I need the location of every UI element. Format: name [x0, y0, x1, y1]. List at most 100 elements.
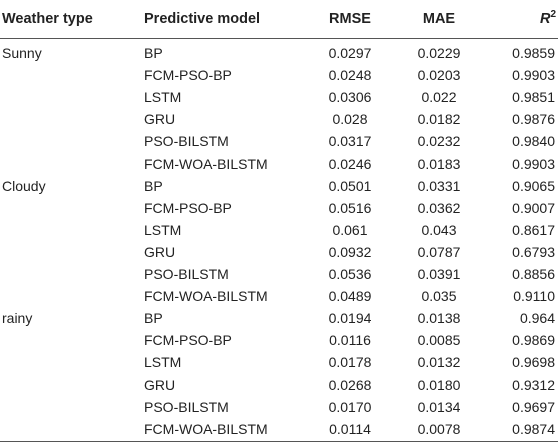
mae-cell: 0.0203	[417, 67, 461, 84]
table-row: PSO-BILSTM 0.0536 0.0391 0.8856	[0, 263, 558, 285]
r2-cell: 0.9007	[512, 199, 555, 216]
table-header-row: Weather type Predictive model RMSE MAE R…	[0, 0, 558, 38]
header-mae: MAE	[422, 11, 456, 27]
mae-cell: 0.0078	[417, 420, 461, 437]
model-cell: LSTM	[144, 221, 182, 238]
r2-cell: 0.8617	[512, 221, 555, 238]
rmse-cell: 0.0116	[329, 332, 371, 349]
table-row: GRU 0.028 0.0182 0.9876	[0, 108, 558, 130]
rmse-cell: 0.061	[332, 221, 368, 238]
rmse-cell: 0.0248	[328, 67, 372, 84]
weather-cell: rainy	[2, 310, 33, 327]
model-cell: FCM-PSO-BP	[144, 67, 232, 84]
model-cell: GRU	[144, 376, 176, 393]
mae-cell: 0.0787	[417, 243, 461, 260]
mae-cell: 0.0134	[417, 398, 461, 415]
rmse-cell: 0.0516	[328, 199, 372, 216]
r2-cell: 0.9851	[512, 89, 555, 106]
model-cell: FCM-PSO-BP	[144, 199, 232, 216]
rmse-cell: 0.0536	[328, 266, 372, 282]
mae-cell: 0.0183	[417, 155, 461, 172]
r2-cell: 0.9903	[512, 155, 555, 172]
table-row: Cloudy BP 0.0501 0.0331 0.9065	[0, 175, 558, 197]
rmse-cell: 0.0489	[328, 288, 372, 305]
r2-cell: 0.9840	[512, 133, 555, 150]
mae-cell: 0.0180	[417, 376, 461, 393]
rmse-cell: 0.028	[332, 111, 368, 128]
r2-cell: 0.8856	[512, 266, 555, 282]
model-cell: BP	[144, 177, 163, 194]
header-rule	[0, 38, 558, 39]
table-row: LSTM 0.0178 0.0132 0.9698	[0, 351, 558, 373]
r2-cell: 0.9869	[512, 332, 555, 349]
rmse-cell: 0.0268	[328, 376, 372, 393]
model-cell: BP	[144, 45, 163, 61]
mae-cell: 0.022	[421, 89, 457, 106]
mae-cell: 0.0138	[417, 310, 461, 327]
rmse-cell: 0.0170	[328, 398, 372, 415]
mae-cell: 0.0132	[417, 354, 461, 371]
model-cell: FCM-WOA-BILSTM	[144, 155, 268, 172]
r2-cell: 0.9859	[512, 45, 555, 61]
weather-cell: Cloudy	[2, 177, 46, 194]
weather-cell: Sunny	[2, 45, 42, 61]
rmse-cell: 0.0501	[328, 177, 372, 194]
header-rmse: RMSE	[329, 11, 371, 27]
r2-cell: 0.9874	[512, 420, 555, 437]
model-cell: LSTM	[144, 89, 182, 106]
table-row: FCM-WOA-BILSTM 0.0246 0.0183 0.9903	[0, 153, 558, 175]
model-cell: FCM-WOA-BILSTM	[144, 288, 268, 305]
model-cell: PSO-BILSTM	[144, 398, 229, 415]
bottom-rule	[0, 441, 558, 442]
mae-cell: 0.0362	[417, 199, 461, 216]
r2-cell: 0.9312	[512, 376, 555, 393]
table-row: GRU 0.0932 0.0787 0.6793	[0, 241, 558, 263]
r2-cell: 0.9697	[512, 398, 555, 415]
rmse-cell: 0.0297	[328, 45, 372, 61]
model-cell: PSO-BILSTM	[144, 133, 229, 150]
model-cell: GRU	[144, 111, 176, 128]
r2-cell: 0.9698	[512, 354, 555, 371]
r2-cell: 0.9110	[513, 288, 555, 305]
table-row: PSO-BILSTM 0.0317 0.0232 0.9840	[0, 130, 558, 152]
header-r-exponent: 2	[550, 9, 556, 20]
rmse-cell: 0.0246	[328, 155, 372, 172]
model-cell: BP	[144, 310, 163, 327]
rmse-cell: 0.0114	[329, 420, 371, 437]
table-row: LSTM 0.0306 0.022 0.9851	[0, 86, 558, 108]
table-row: FCM-PSO-BP 0.0116 0.0085 0.9869	[0, 329, 558, 351]
table-row: GRU 0.0268 0.0180 0.9312	[0, 374, 558, 396]
mae-cell: 0.0232	[417, 133, 461, 150]
mae-cell: 0.035	[421, 288, 457, 305]
mae-cell: 0.0391	[417, 266, 461, 282]
mae-cell: 0.0229	[417, 45, 461, 61]
rmse-cell: 0.0306	[328, 89, 372, 106]
model-cell: LSTM	[144, 354, 182, 371]
model-cell: GRU	[144, 243, 176, 260]
r2-cell: 0.9876	[512, 111, 555, 128]
header-r-letter: R	[539, 11, 551, 27]
r2-cell: 0.9065	[512, 177, 555, 194]
mae-cell: 0.043	[421, 221, 457, 238]
header-weather-type: Weather type	[2, 11, 93, 27]
header-r-squared: R2	[540, 0, 556, 38]
model-cell: PSO-BILSTM	[144, 266, 229, 282]
table-row: LSTM 0.061 0.043 0.8617	[0, 219, 558, 241]
mae-cell: 0.0331	[417, 177, 461, 194]
rmse-cell: 0.0317	[328, 133, 372, 150]
mae-cell: 0.0182	[417, 111, 461, 128]
table-row: FCM-PSO-BP 0.0516 0.0362 0.9007	[0, 197, 558, 219]
table-row: FCM-WOA-BILSTM 0.0114 0.0078 0.9874	[0, 418, 558, 440]
table-row: FCM-WOA-BILSTM 0.0489 0.035 0.9110	[0, 285, 558, 307]
model-cell: FCM-WOA-BILSTM	[144, 420, 268, 437]
table-row: PSO-BILSTM 0.0170 0.0134 0.9697	[0, 396, 558, 418]
rmse-cell: 0.0194	[328, 310, 372, 327]
r2-cell: 0.964	[519, 310, 555, 327]
r2-cell: 0.9903	[512, 67, 555, 84]
rmse-cell: 0.0178	[328, 354, 372, 371]
mae-cell: 0.0085	[417, 332, 461, 349]
r2-cell: 0.6793	[512, 243, 555, 260]
table-row: rainy BP 0.0194 0.0138 0.964	[0, 307, 558, 329]
model-cell: FCM-PSO-BP	[144, 332, 232, 349]
